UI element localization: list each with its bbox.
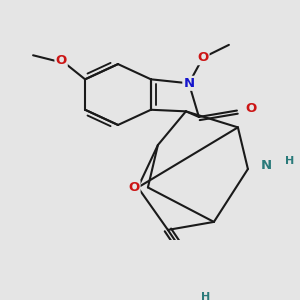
Text: O: O [128, 181, 140, 194]
Text: H: H [201, 292, 211, 300]
Text: O: O [56, 54, 67, 67]
Text: N: N [183, 77, 194, 90]
Text: O: O [245, 102, 256, 116]
Text: N: N [260, 159, 272, 172]
Text: O: O [197, 51, 208, 64]
Text: H: H [285, 156, 295, 166]
